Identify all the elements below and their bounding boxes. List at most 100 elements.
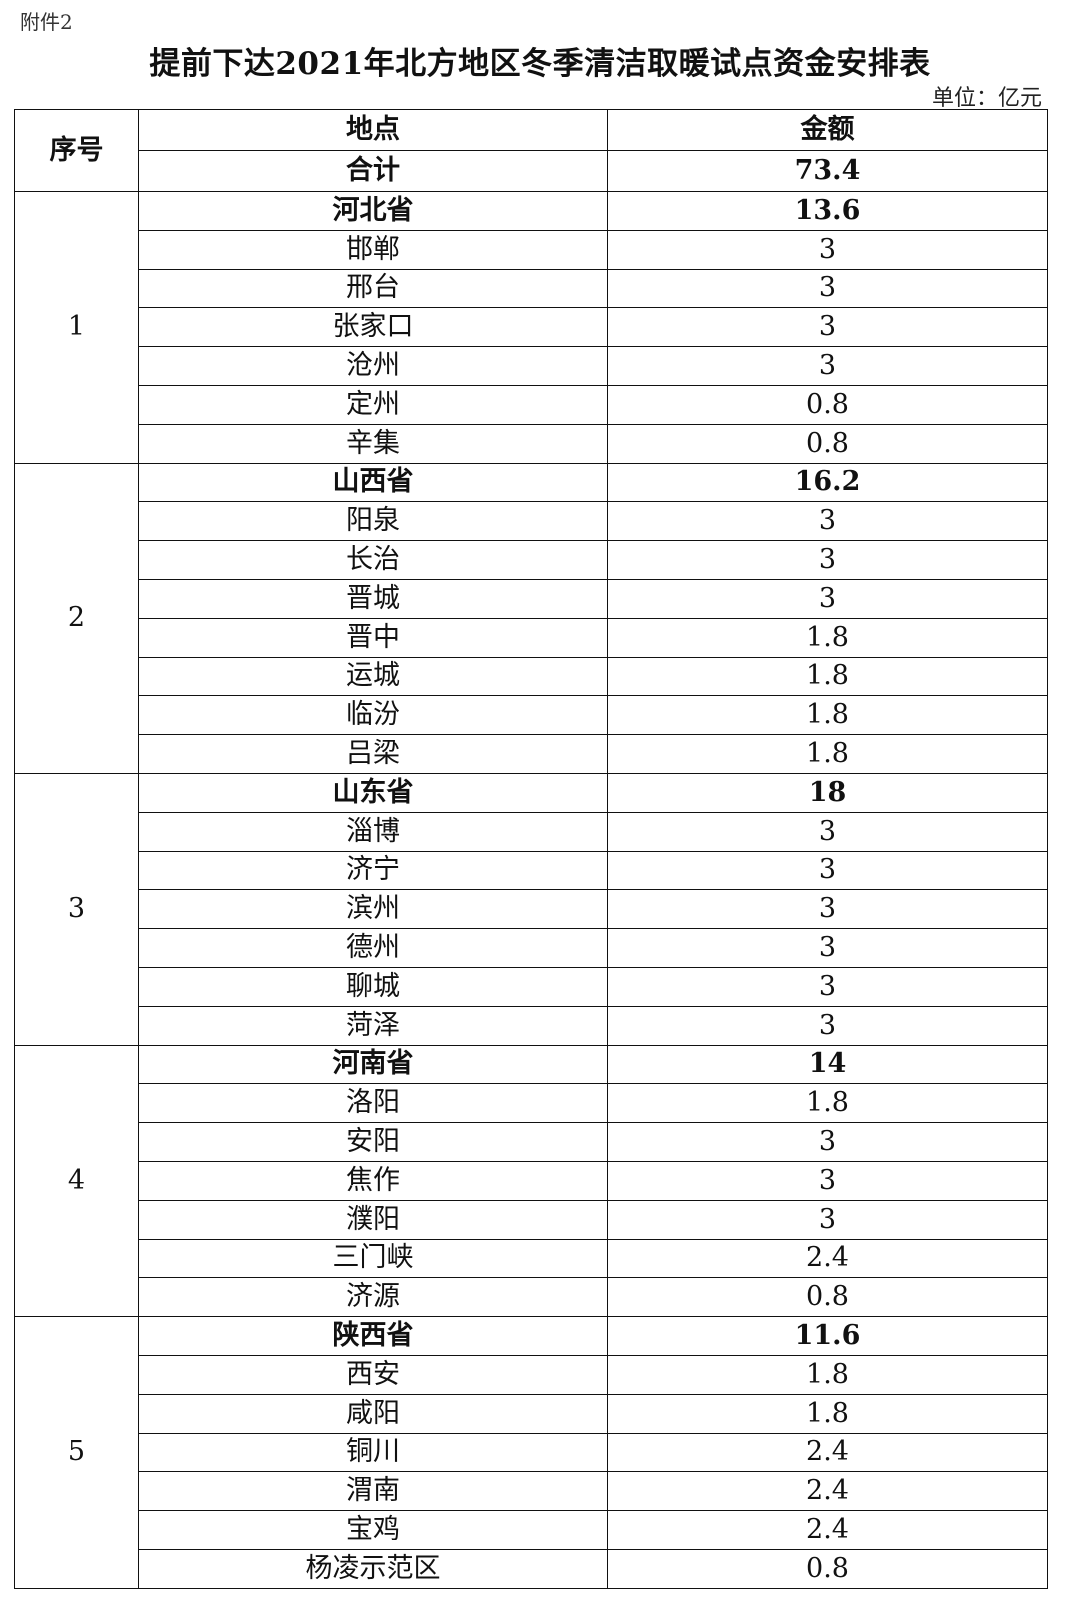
city-amount: 3 (607, 1160, 1048, 1201)
city-name: 渭南 (138, 1471, 608, 1512)
city-amount: 3 (607, 540, 1048, 580)
province-amount: 11.6 (607, 1316, 1048, 1356)
city-row: 三门峡 2.4 (15, 1238, 1048, 1279)
city-amount: 3 (607, 1122, 1048, 1162)
city-row: 辛集 0.8 (15, 423, 1048, 464)
city-row: 吕梁 1.8 (15, 734, 1048, 774)
total-row: 合计 73.4 (15, 150, 1048, 192)
city-name: 淄博 (138, 811, 608, 852)
seq-number: 5 (14, 1316, 139, 1589)
city-name: 定州 (138, 384, 608, 425)
province-row: 4 河南省 14 (14, 1044, 1048, 1318)
city-row: 临汾 1.8 (15, 695, 1048, 736)
city-name: 安阳 (138, 1122, 608, 1162)
city-amount: 1.8 (607, 1083, 1048, 1124)
province-amount: 13.6 (607, 191, 1048, 231)
city-row: 邯郸 3 (15, 229, 1048, 270)
city-name: 杨凌示范区 (138, 1548, 608, 1589)
province-name: 陕西省 (138, 1316, 608, 1356)
city-row: 铜川 2.4 (15, 1432, 1048, 1473)
city-amount: 3 (607, 928, 1048, 968)
city-amount: 3 (607, 501, 1048, 542)
city-row: 沧州 3 (15, 346, 1048, 386)
city-name: 聊城 (138, 966, 608, 1007)
city-name: 阳泉 (138, 501, 608, 542)
province-amount: 18 (607, 772, 1048, 813)
city-name: 滨州 (138, 889, 608, 930)
city-name: 洛阳 (138, 1083, 608, 1124)
city-name: 德州 (138, 928, 608, 968)
city-amount: 1.8 (607, 656, 1048, 697)
province-row: 5 陕西省 11.6 (14, 1316, 1048, 1589)
header-amount: 金额 (607, 109, 1048, 151)
city-amount: 3 (607, 1199, 1048, 1240)
province-name: 河南省 (138, 1044, 608, 1085)
city-row: 西安 1.8 (15, 1354, 1048, 1395)
province-name: 山东省 (138, 772, 608, 813)
seq-number: 3 (14, 772, 139, 1046)
city-name: 长治 (138, 540, 608, 580)
city-amount: 0.8 (607, 423, 1048, 464)
province-name: 河北省 (138, 191, 608, 231)
city-row: 德州 3 (15, 928, 1048, 968)
city-row: 渭南 2.4 (15, 1471, 1048, 1512)
province-name: 山西省 (138, 462, 608, 503)
city-name: 张家口 (138, 307, 608, 348)
seq-number: 2 (14, 462, 139, 774)
attachment-label: 附件2 (20, 10, 73, 34)
city-name: 济宁 (138, 850, 608, 891)
city-amount: 3 (607, 307, 1048, 348)
city-row: 滨州 3 (15, 889, 1048, 930)
city-row: 定州 0.8 (15, 384, 1048, 425)
city-name: 临汾 (138, 695, 608, 736)
city-amount: 1.8 (607, 695, 1048, 736)
header-seq: 序号 (14, 109, 139, 192)
province-amount: 16.2 (607, 462, 1048, 503)
city-name: 济源 (138, 1277, 608, 1318)
city-row: 济源 0.8 (15, 1277, 1048, 1318)
province-row: 1 河北省 13.6 (14, 191, 1048, 464)
city-amount: 0.8 (607, 1548, 1048, 1589)
city-name: 焦作 (138, 1160, 608, 1201)
city-name: 铜川 (138, 1432, 608, 1473)
city-row: 濮阳 3 (15, 1199, 1048, 1240)
funding-table: 序号 地点 金额 合计 73.4 1 河北省 13.6 邯郸 3 邢台 3 张家口 3 沧州 3 定州… (14, 109, 1048, 1589)
city-name: 三门峡 (138, 1238, 608, 1279)
city-row: 济宁 3 (15, 850, 1048, 891)
province-amount: 14 (607, 1044, 1048, 1085)
city-name: 沧州 (138, 346, 608, 386)
page-title: 提前下达2021年北方地区冬季清洁取暖试点资金安排表 (149, 46, 931, 82)
city-amount: 0.8 (607, 1277, 1048, 1318)
header-place: 地点 (138, 109, 608, 151)
city-row: 张家口 3 (15, 307, 1048, 348)
city-amount: 0.8 (607, 384, 1048, 425)
city-amount: 3 (607, 268, 1048, 309)
city-amount: 3 (607, 966, 1048, 1007)
city-name: 邢台 (138, 268, 608, 309)
total-label: 合计 (138, 150, 608, 192)
city-row: 晋中 1.8 (15, 617, 1048, 658)
unit-label: 单位：亿元 (931, 86, 1042, 111)
city-row: 洛阳 1.8 (15, 1083, 1048, 1124)
city-amount: 3 (607, 811, 1048, 852)
city-name: 宝鸡 (138, 1510, 608, 1550)
header-row: 序号 地点 金额 (14, 109, 1048, 192)
city-name: 濮阳 (138, 1199, 608, 1240)
city-amount: 1.8 (607, 617, 1048, 658)
city-amount: 3 (607, 889, 1048, 930)
city-row: 聊城 3 (15, 966, 1048, 1007)
city-amount: 2.4 (607, 1471, 1048, 1512)
city-name: 吕梁 (138, 734, 608, 774)
city-amount: 3 (607, 346, 1048, 386)
city-name: 辛集 (138, 423, 608, 464)
city-row: 阳泉 3 (15, 501, 1048, 542)
city-row: 晋城 3 (15, 578, 1048, 619)
city-name: 邯郸 (138, 229, 608, 270)
city-amount: 2.4 (607, 1238, 1048, 1279)
city-row: 长治 3 (15, 540, 1048, 580)
city-amount: 3 (607, 578, 1048, 619)
city-row: 焦作 3 (15, 1160, 1048, 1201)
city-amount: 2.4 (607, 1432, 1048, 1473)
city-row: 邢台 3 (15, 268, 1048, 309)
city-name: 菏泽 (138, 1005, 608, 1046)
